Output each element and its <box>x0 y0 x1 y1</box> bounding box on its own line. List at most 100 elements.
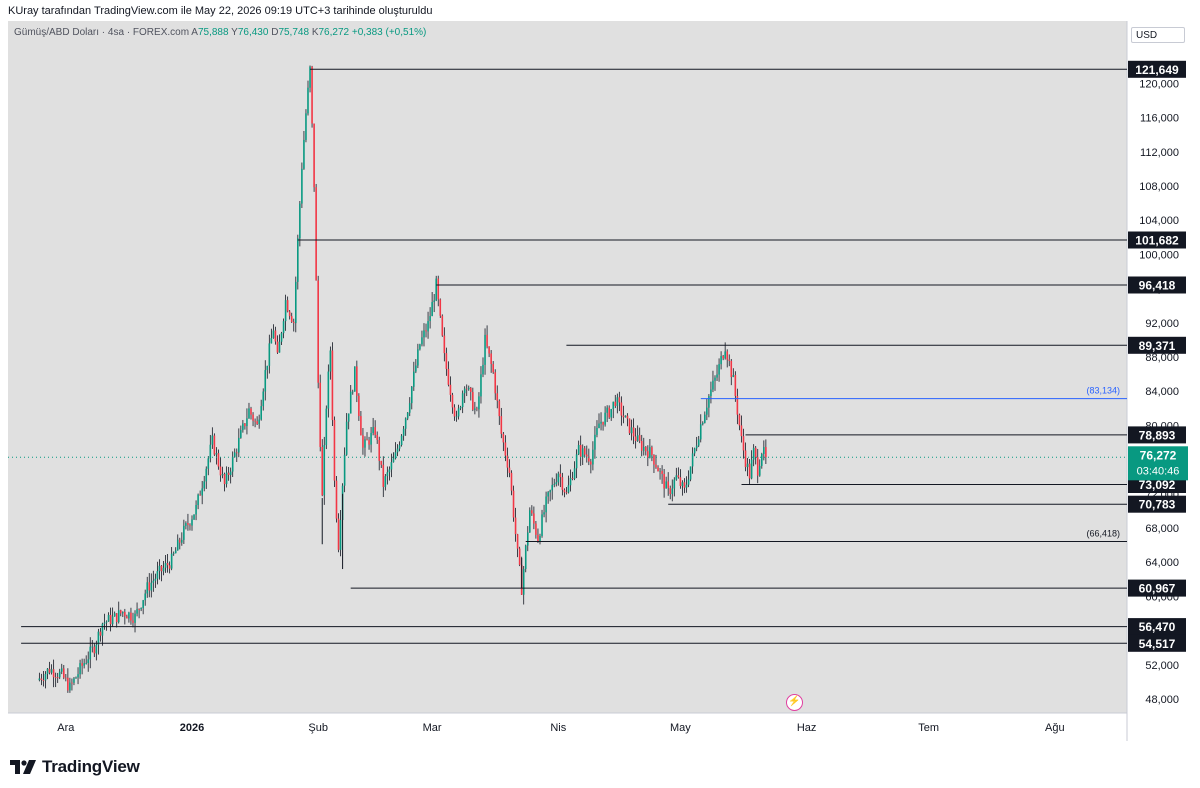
candle[interactable] <box>754 445 757 465</box>
candle[interactable] <box>299 201 301 247</box>
candle[interactable] <box>154 573 157 588</box>
candle[interactable] <box>490 350 492 373</box>
candle[interactable] <box>510 470 513 496</box>
candle[interactable] <box>52 659 55 688</box>
candle[interactable] <box>486 325 488 349</box>
candle[interactable] <box>91 640 94 653</box>
candle[interactable] <box>616 393 619 414</box>
candle[interactable] <box>537 528 539 544</box>
candle[interactable] <box>478 392 480 418</box>
candle[interactable] <box>748 458 751 486</box>
candle[interactable] <box>278 334 281 353</box>
candle[interactable] <box>622 405 625 424</box>
candle[interactable] <box>48 661 51 675</box>
candle[interactable] <box>347 413 350 430</box>
candle[interactable] <box>435 275 437 302</box>
candle[interactable] <box>215 447 218 465</box>
chart-frame[interactable]: (83,134)(66,418) 48,00052,00056,00060,00… <box>8 21 1192 741</box>
candle[interactable] <box>758 459 761 477</box>
candle[interactable] <box>653 454 655 473</box>
candle[interactable] <box>512 485 515 522</box>
candle[interactable] <box>321 439 324 497</box>
candle[interactable] <box>337 513 340 553</box>
candle[interactable] <box>229 467 232 484</box>
candle[interactable] <box>522 566 525 605</box>
candle[interactable] <box>669 485 672 500</box>
candle[interactable] <box>429 307 431 329</box>
tradingview-logo[interactable]: TradingView <box>10 757 140 777</box>
candle[interactable] <box>152 570 155 592</box>
candle[interactable] <box>494 369 497 400</box>
candle[interactable] <box>547 491 549 504</box>
candle[interactable] <box>40 673 43 686</box>
candle[interactable] <box>227 466 230 481</box>
candle[interactable] <box>262 388 265 411</box>
candle[interactable] <box>516 533 519 558</box>
candle[interactable] <box>573 461 576 481</box>
candle[interactable] <box>329 346 332 380</box>
candle[interactable] <box>706 398 708 421</box>
candle[interactable] <box>378 436 381 471</box>
candle[interactable] <box>533 506 535 530</box>
candle[interactable] <box>164 555 167 573</box>
candle[interactable] <box>307 80 309 116</box>
candle[interactable] <box>708 394 710 418</box>
candle[interactable] <box>297 234 299 290</box>
candle[interactable] <box>345 413 348 456</box>
candle[interactable] <box>282 318 285 339</box>
candle[interactable] <box>402 425 405 441</box>
candle[interactable] <box>699 414 702 443</box>
candle[interactable] <box>242 419 244 433</box>
candle[interactable] <box>720 351 722 370</box>
candle[interactable] <box>551 477 553 500</box>
candle[interactable] <box>146 576 149 598</box>
candle[interactable] <box>415 359 417 374</box>
candle[interactable] <box>659 468 661 480</box>
candle[interactable] <box>374 420 376 439</box>
candle[interactable] <box>685 476 688 493</box>
candle[interactable] <box>433 294 435 313</box>
candle[interactable] <box>561 472 564 496</box>
candle[interactable] <box>712 370 714 393</box>
candle[interactable] <box>203 475 206 492</box>
candle[interactable] <box>117 601 120 624</box>
candle[interactable] <box>610 408 613 421</box>
candle[interactable] <box>311 65 313 128</box>
candle[interactable] <box>390 453 393 478</box>
candle[interactable] <box>119 609 122 617</box>
candle[interactable] <box>148 573 151 598</box>
candle[interactable] <box>160 564 163 582</box>
candle[interactable] <box>264 360 267 401</box>
candle[interactable] <box>176 534 179 551</box>
candle[interactable] <box>539 533 541 545</box>
candle[interactable] <box>166 553 169 573</box>
candle[interactable] <box>665 476 667 489</box>
candle[interactable] <box>626 413 629 427</box>
candle[interactable] <box>138 608 140 619</box>
candle[interactable] <box>467 385 470 391</box>
candle[interactable] <box>555 473 558 487</box>
candle[interactable] <box>482 357 484 378</box>
candle[interactable] <box>233 448 236 458</box>
candle[interactable] <box>172 551 175 556</box>
candle[interactable] <box>624 415 627 418</box>
candle[interactable] <box>142 599 144 615</box>
candle[interactable] <box>465 384 468 397</box>
candle[interactable] <box>543 504 545 518</box>
candle[interactable] <box>459 405 462 411</box>
candle[interactable] <box>620 396 623 426</box>
candle[interactable] <box>567 475 570 494</box>
candle[interactable] <box>691 447 694 474</box>
candle[interactable] <box>240 425 242 439</box>
candle[interactable] <box>46 667 49 680</box>
candle[interactable] <box>372 417 374 436</box>
candle[interactable] <box>730 359 733 386</box>
candle[interactable] <box>339 510 342 557</box>
candle[interactable] <box>437 275 440 307</box>
candle[interactable] <box>77 667 79 685</box>
candle[interactable] <box>661 465 663 484</box>
candle[interactable] <box>718 358 720 382</box>
candle[interactable] <box>559 464 562 488</box>
candle[interactable] <box>596 420 598 438</box>
candle[interactable] <box>132 612 134 628</box>
